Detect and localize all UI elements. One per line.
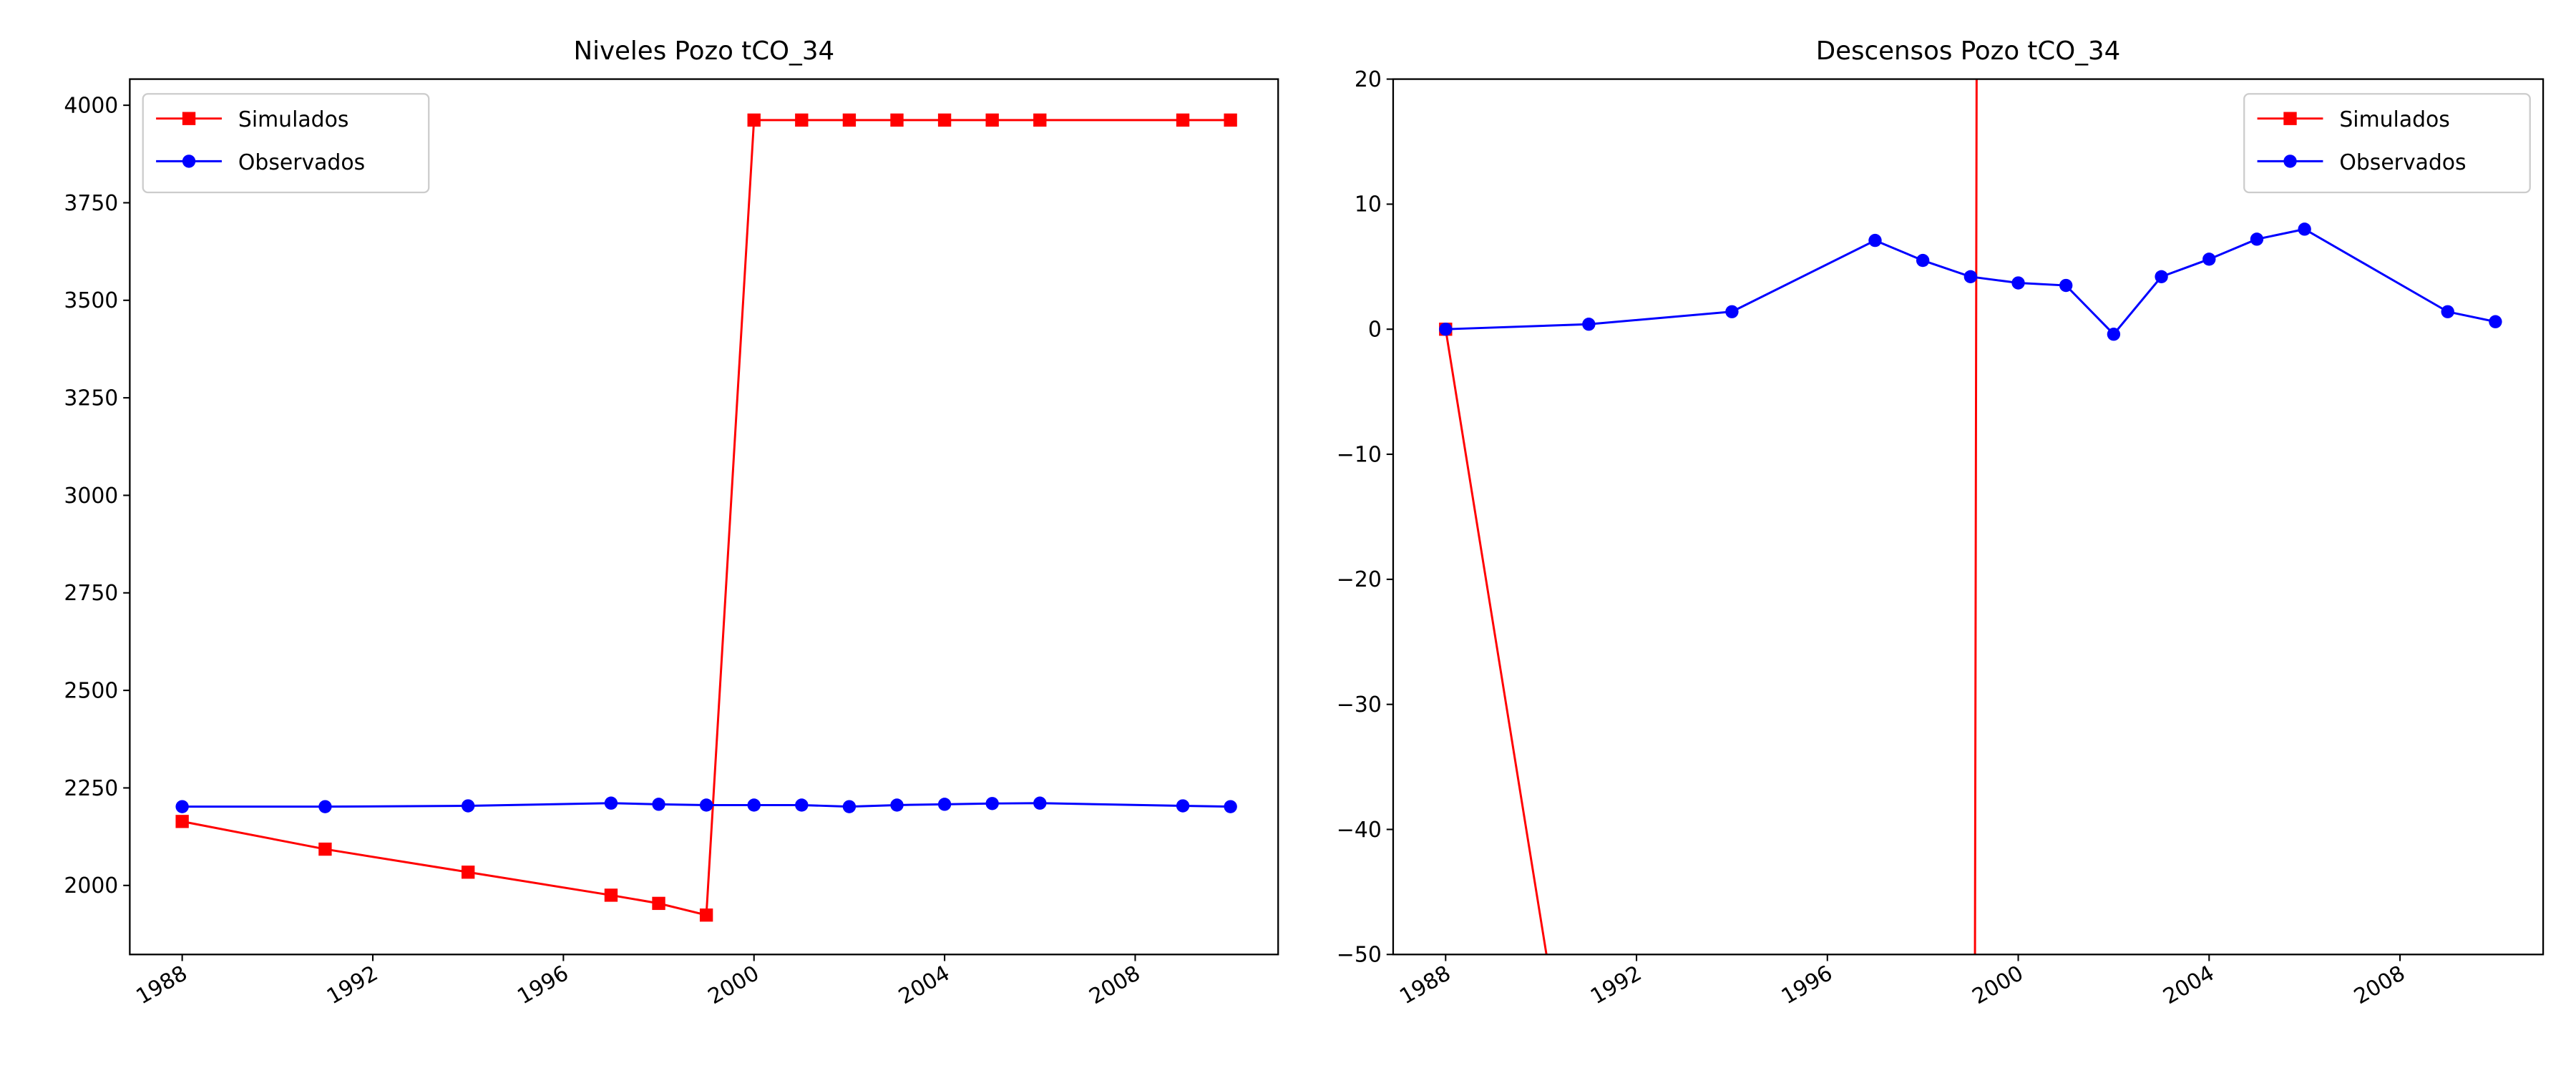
marker xyxy=(842,800,857,813)
y-tick-label: 2250 xyxy=(64,776,118,801)
y-tick-label: 3250 xyxy=(64,386,118,411)
x-tick-label: 1992 xyxy=(323,961,382,1009)
axes-frame xyxy=(129,78,1279,956)
marker xyxy=(318,800,332,813)
plot-area xyxy=(175,113,1237,922)
x-tick-label: 2000 xyxy=(1968,961,2027,1009)
series-line xyxy=(182,119,1231,917)
marker xyxy=(1224,113,1237,127)
marker xyxy=(985,797,999,810)
marker xyxy=(1725,305,1739,318)
y-tick-label: 3500 xyxy=(64,288,118,313)
x-tick-label: 1988 xyxy=(132,961,192,1009)
legend-marker xyxy=(182,155,196,168)
y-tick-label: 4000 xyxy=(64,93,118,118)
legend-marker xyxy=(2283,112,2297,125)
y-tick-label: −30 xyxy=(1337,692,1382,717)
x-tick-label: 1988 xyxy=(1395,961,1455,1009)
x-tick-label: 2008 xyxy=(1085,961,1144,1009)
marker xyxy=(461,799,475,813)
marker xyxy=(699,798,713,812)
x-tick-label: 2004 xyxy=(894,961,954,1009)
marker xyxy=(699,908,713,922)
marker xyxy=(1176,113,1190,127)
x-tick-label: 2000 xyxy=(704,961,763,1009)
chart-title: Niveles Pozo tCO_34 xyxy=(573,36,834,66)
y-tick-label: −40 xyxy=(1337,818,1382,843)
x-tick-label: 1996 xyxy=(513,961,572,1009)
y-tick-label: −50 xyxy=(1337,943,1382,968)
plot-area xyxy=(1439,79,2502,955)
legend: Simulados Observados xyxy=(2243,93,2531,194)
marker xyxy=(2059,278,2073,293)
marker xyxy=(2202,253,2216,266)
marker xyxy=(1916,253,1930,268)
marker xyxy=(842,113,857,127)
marker xyxy=(461,866,475,879)
marker xyxy=(1176,799,1190,813)
legend-marker xyxy=(2283,155,2297,168)
marker xyxy=(1224,800,1237,813)
y-tick-label: 20 xyxy=(1355,67,1382,92)
marker xyxy=(890,798,904,812)
marker xyxy=(1963,270,1978,283)
x-tick-label: 2008 xyxy=(2350,961,2409,1009)
marker xyxy=(2107,328,2121,341)
legend-label: Observados xyxy=(2339,150,2466,175)
marker xyxy=(652,896,665,911)
marker xyxy=(2011,276,2025,290)
marker xyxy=(747,798,761,812)
marker xyxy=(937,113,952,127)
marker xyxy=(937,798,952,811)
marker xyxy=(2441,305,2454,318)
marker xyxy=(2250,232,2264,246)
marker xyxy=(652,798,665,811)
y-tick-label: 2500 xyxy=(64,678,118,703)
y-tick-label: 2750 xyxy=(64,581,118,606)
marker xyxy=(1439,323,1453,336)
legend-label: Simulados xyxy=(2339,107,2449,132)
marker xyxy=(795,113,809,127)
x-tick-label: 1996 xyxy=(1777,961,1837,1009)
axes-frame xyxy=(1392,78,2545,956)
x-tick-label: 2004 xyxy=(2159,961,2218,1009)
legend-label: Simulados xyxy=(238,107,348,132)
marker xyxy=(985,113,999,127)
marker xyxy=(175,815,189,828)
marker xyxy=(604,888,618,902)
y-tick-label: 3750 xyxy=(64,191,118,216)
marker xyxy=(795,798,809,812)
legend-label: Observados xyxy=(238,150,365,175)
marker xyxy=(890,113,904,127)
marker xyxy=(1582,318,1596,331)
y-tick-label: 3000 xyxy=(64,484,118,509)
y-tick-label: −10 xyxy=(1337,442,1382,467)
legend: Simulados Observados xyxy=(142,93,430,194)
y-tick-label: 2000 xyxy=(64,873,118,898)
marker xyxy=(1868,233,1882,248)
marker xyxy=(1033,113,1047,127)
legend-marker xyxy=(182,112,196,125)
marker xyxy=(1033,796,1047,810)
marker xyxy=(604,796,618,810)
marker xyxy=(175,800,189,813)
marker xyxy=(747,113,761,127)
y-tick-label: −20 xyxy=(1337,567,1382,592)
plot: Niveles Pozo tCO_34 2000 2250 2500 2750 3000 3… xyxy=(64,36,1279,1009)
chart-title: Descensos Pozo tCO_34 xyxy=(1816,36,2121,66)
marker xyxy=(318,842,332,856)
marker xyxy=(2298,222,2311,236)
marker xyxy=(2489,315,2502,328)
x-tick-label: 1992 xyxy=(1586,961,1646,1009)
marker xyxy=(2155,270,2168,283)
plot: Descensos Pozo tCO_34 −50 −40 −30 −20 −10 0 10 2… xyxy=(1337,36,2545,1009)
y-tick-label: 0 xyxy=(1368,318,1382,343)
y-tick-label: 10 xyxy=(1355,192,1382,217)
